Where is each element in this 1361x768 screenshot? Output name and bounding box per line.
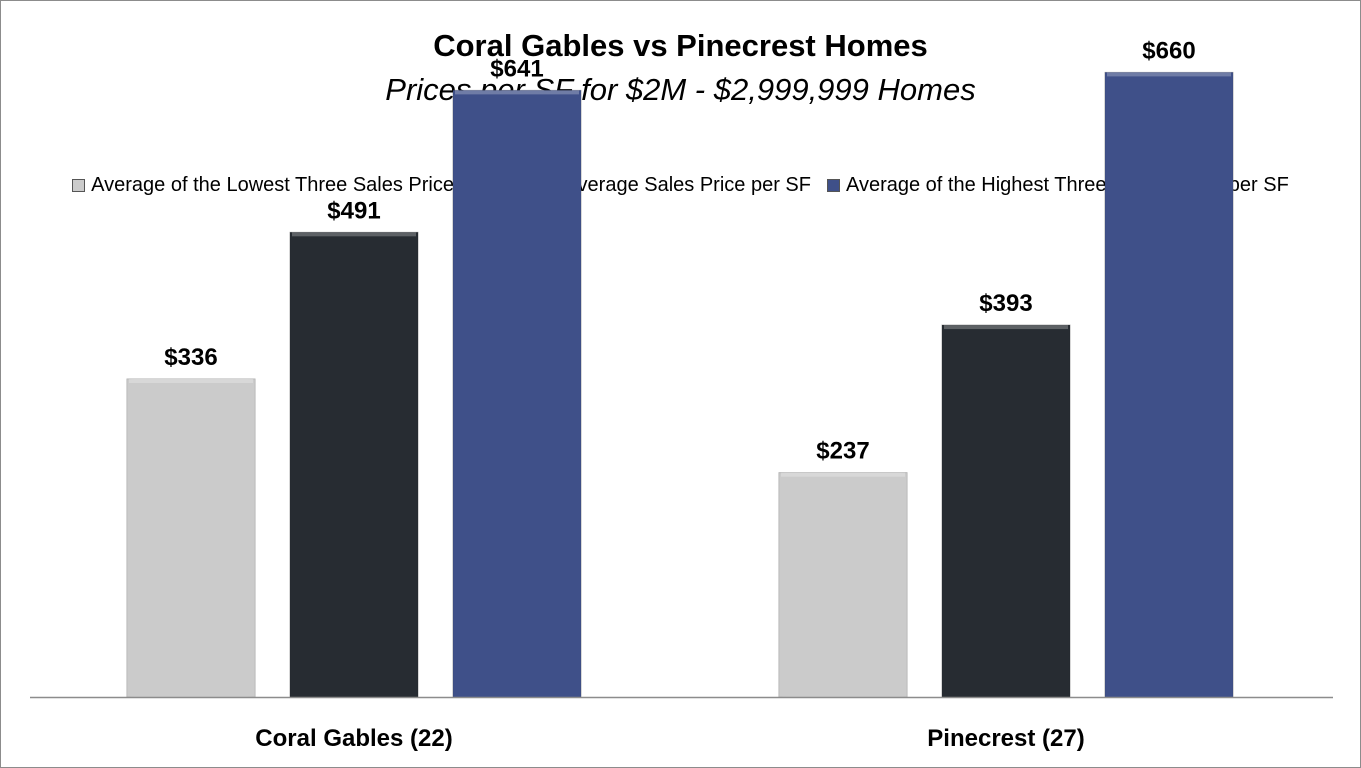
legend-swatch-highest (826, 179, 840, 192)
chart-title: Coral Gables vs Pinecrest Homes (433, 28, 928, 63)
bar-highlight-1-0 (781, 472, 905, 477)
bar-shading-1-0 (779, 472, 907, 697)
data-label-0-0: $336 (164, 344, 217, 371)
category-label-1: Pinecrest (27) (927, 725, 1084, 752)
bar-highlight-1-1 (944, 325, 1068, 330)
legend-label-average: Average Sales Price per SF (564, 174, 811, 196)
data-label-1-1: $393 (979, 290, 1032, 317)
legend-label-lowest: Average of the Lowest Three Sales Prices… (91, 174, 530, 196)
bar-shading-1-2 (1105, 72, 1233, 698)
legend-swatch-lowest (72, 179, 86, 192)
bar-highlight-0-2 (455, 90, 579, 95)
bar-shading-0-2 (453, 90, 581, 698)
data-label-0-2: $641 (490, 55, 543, 82)
data-label-0-1: $491 (327, 197, 380, 224)
bar-shading-0-1 (290, 232, 418, 697)
data-label-1-2: $660 (1142, 37, 1195, 64)
bar-shading-1-1 (942, 325, 1070, 697)
data-label-1-0: $237 (816, 438, 869, 465)
bar-highlight-0-0 (129, 379, 253, 384)
bar-shading-0-0 (127, 379, 255, 697)
bar-highlight-1-2 (1107, 72, 1231, 77)
legend-item-lowest: Average of the Lowest Three Sales Prices… (72, 174, 530, 197)
category-label-0: Coral Gables (22) (255, 725, 452, 752)
bar-highlight-0-1 (292, 232, 416, 237)
